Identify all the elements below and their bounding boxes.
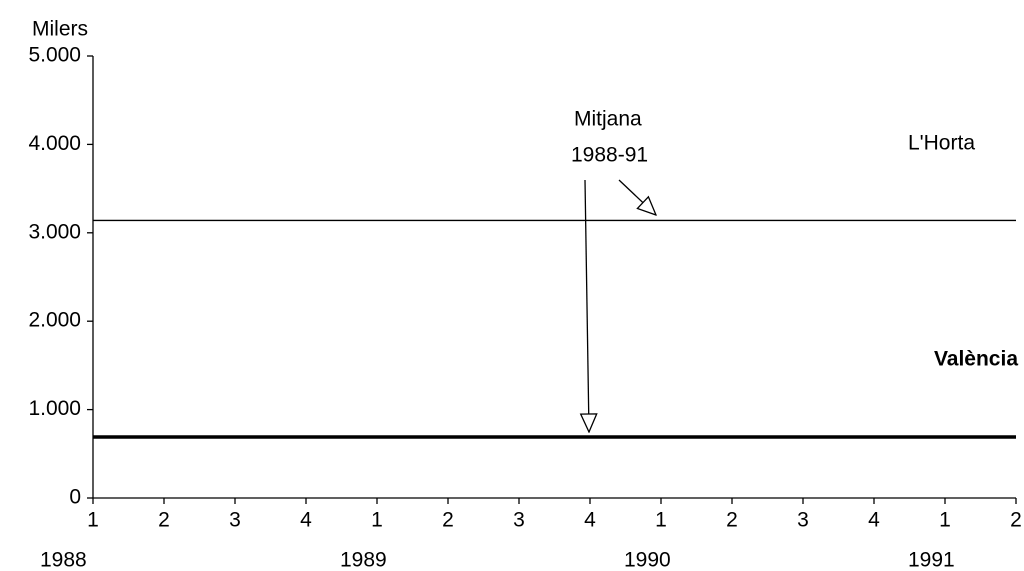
y-tick-label: 5.000 [28,44,81,67]
x-group-label: 1989 [340,549,387,571]
y-tick-label: 3.000 [28,220,81,243]
y-unit-label: Milers [32,18,88,41]
x-tick-label: 1 [87,509,99,532]
y-tick-label: 0 [69,486,81,509]
x-tick-label: 2 [158,509,170,532]
x-group-label: 1991 [908,549,955,571]
x-group-label: 1990 [624,549,671,571]
arrow [585,179,589,432]
x-tick-label: 3 [229,509,241,532]
reference-label: Mitjana [574,108,642,131]
reference-label: 1988-91 [571,144,648,167]
x-tick-label: 1 [371,509,383,532]
y-tick-label: 4.000 [28,132,81,155]
x-tick-label: 2 [1010,509,1022,532]
x-tick-label: 3 [513,509,525,532]
series-label: L'Horta [908,132,975,155]
x-tick-label: 4 [868,509,880,532]
x-group-label: 1988 [40,549,87,571]
y-tick-label: 2.000 [28,309,81,332]
x-tick-label: 1 [655,509,667,532]
arrow [618,179,656,215]
x-tick-label: 2 [726,509,738,532]
y-tick-label: 1.000 [28,397,81,420]
x-tick-label: 2 [442,509,454,532]
x-tick-label: 3 [797,509,809,532]
x-tick-label: 1 [939,509,951,532]
series-label: València [934,348,1018,371]
x-tick-label: 4 [300,509,312,532]
x-tick-label: 4 [584,509,596,532]
